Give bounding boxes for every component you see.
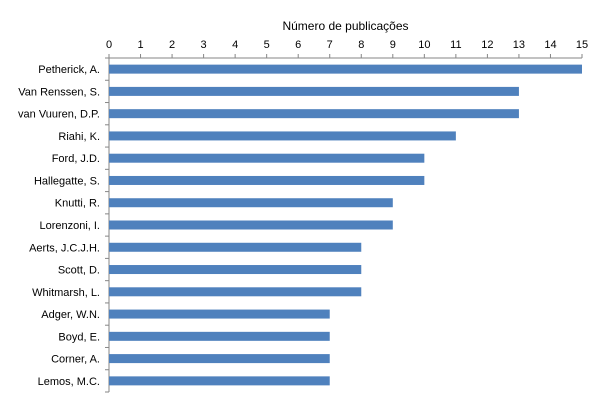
x-axis: 0 1 2 3 4 5 6 7 8 9 10 11 12 13 14 15 bbox=[106, 39, 588, 59]
x-tick-label: 0 bbox=[106, 39, 112, 51]
x-tick-label: 11 bbox=[450, 39, 461, 51]
bar bbox=[109, 376, 330, 386]
x-tick-label: 14 bbox=[544, 39, 556, 51]
category-label: Corner, A. bbox=[51, 354, 100, 366]
x-tick-label: 15 bbox=[576, 39, 588, 51]
category-label: Lemos, M.C. bbox=[38, 376, 100, 388]
category-label: Riahi, K. bbox=[58, 131, 100, 143]
category-label: Boyd, E. bbox=[58, 331, 100, 343]
x-tick-label: 3 bbox=[201, 39, 207, 51]
bar bbox=[109, 109, 519, 119]
category-label: Aerts, J.C.J.H. bbox=[29, 242, 100, 254]
x-tick-label: 6 bbox=[295, 39, 301, 51]
x-tick-label: 13 bbox=[513, 39, 525, 51]
category-label: Knutti, R. bbox=[55, 198, 100, 210]
x-tick-label: 12 bbox=[481, 39, 493, 51]
category-label: Ford, J.D. bbox=[52, 153, 100, 165]
bar bbox=[109, 265, 362, 275]
bar bbox=[109, 131, 456, 141]
bar bbox=[109, 220, 393, 230]
bar bbox=[109, 287, 362, 297]
x-tick-label: 5 bbox=[264, 39, 270, 51]
category-label: Lorenzoni, I. bbox=[39, 220, 100, 232]
x-tick-label: 7 bbox=[327, 39, 333, 51]
category-label: Petherick, A. bbox=[38, 64, 100, 76]
x-axis-title: Número de publicações bbox=[282, 19, 408, 33]
bar bbox=[109, 175, 425, 185]
x-tick-label: 2 bbox=[169, 39, 175, 51]
x-tick-label: 8 bbox=[358, 39, 364, 51]
bar bbox=[109, 86, 519, 96]
bar bbox=[109, 309, 330, 319]
x-tick-label: 1 bbox=[137, 39, 143, 51]
bar bbox=[109, 331, 330, 341]
x-tick-label: 4 bbox=[232, 39, 238, 51]
y-axis: Petherick, A. Van Renssen, S. van Vuuren, … bbox=[18, 57, 110, 393]
category-label: Whitmarsh, L. bbox=[32, 287, 100, 299]
category-label: Adger, W.N. bbox=[41, 309, 100, 321]
bar bbox=[109, 153, 425, 163]
bars bbox=[109, 64, 582, 386]
bar bbox=[109, 242, 362, 252]
category-label: Hallegatte, S. bbox=[34, 175, 100, 187]
bar bbox=[109, 354, 330, 364]
category-label: Scott, D. bbox=[58, 265, 100, 277]
category-label: Van Renssen, S. bbox=[18, 86, 100, 98]
x-tick-label: 9 bbox=[390, 39, 396, 51]
bar bbox=[109, 198, 393, 208]
bar bbox=[109, 64, 582, 74]
x-tick-label: 10 bbox=[418, 39, 430, 51]
category-label: van Vuuren, D.P. bbox=[18, 109, 100, 121]
